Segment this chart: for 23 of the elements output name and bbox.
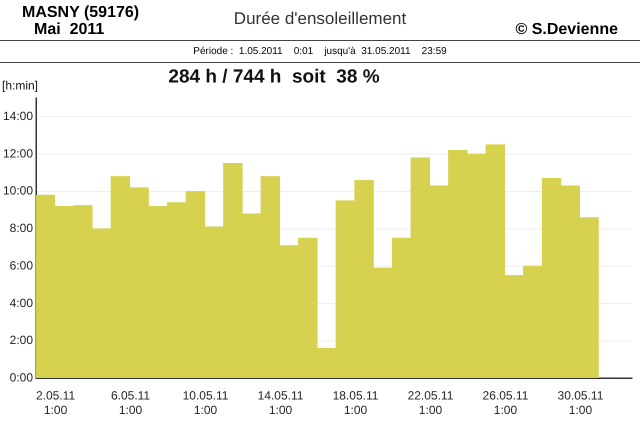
x-tick-label: 6.05.11 1:00 [110,388,150,418]
x-tick-label: 10.05.11 1:00 [182,388,229,418]
text: MASNY (59176) [22,4,140,22]
y-tick-label: 8:00 [10,221,34,236]
y-tick-label: 6:00 [10,258,34,272]
y-tick-label: 0:00 [10,370,34,385]
text: Mai 2011 [34,21,104,39]
y-tick-label: 2:00 [10,333,34,348]
y-tick-label: 4:00 [10,296,34,310]
y-tick-label: 10:00 [3,184,34,198]
x-tick-label: 22.05.11 1:00 [408,388,454,418]
text: 284 h / 744 h soit 38 % [168,66,380,88]
y-tick-label: 12:00 [3,146,34,160]
chart-title: Durée d'ensoleillement [234,9,406,28]
x-tick-label: 30.05.11 1:00 [558,388,604,418]
x-tick-label: 2.05.11 1:00 [36,388,76,418]
y-tick-label: 14:00 [3,108,34,123]
x-tick-label: 26.05.11 1:00 [482,388,529,418]
x-tick-label: 18.05.11 1:00 [332,388,379,418]
x-tick-label: 14.05.11 1:00 [258,388,304,418]
text: © S.Devienne [516,21,618,39]
y-axis-title: [h:min] [2,78,38,92]
chart-subtitle: Période : 1.05.2011 0:01 jusqu'à 31.05.2011 23:59 [0,44,640,63]
